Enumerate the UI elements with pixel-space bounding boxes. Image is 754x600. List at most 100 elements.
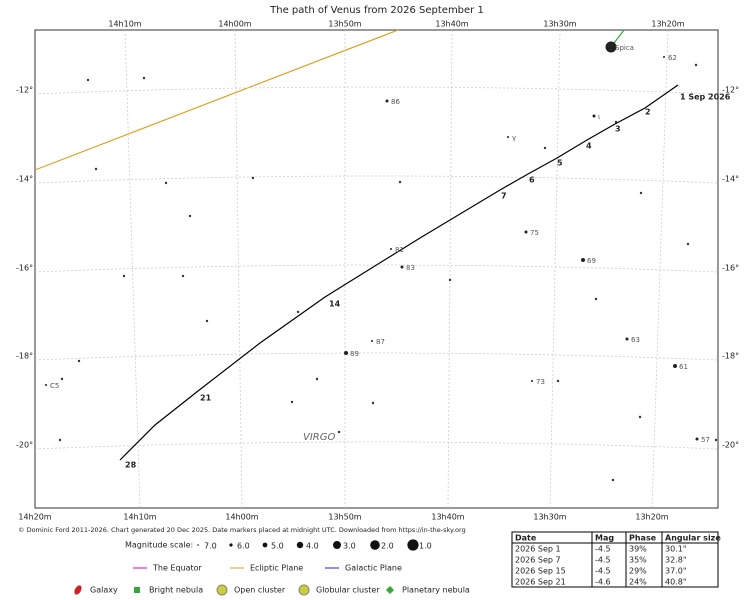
table-cell: 35% — [629, 556, 647, 565]
magnitude-dot — [333, 541, 341, 549]
dec-label-right: -12° — [722, 86, 739, 95]
planetary-key — [386, 586, 394, 594]
star — [531, 380, 533, 382]
star — [581, 258, 585, 262]
star — [205, 319, 209, 323]
star — [315, 377, 319, 381]
magnitude-scale-label: Magnitude scale: — [125, 541, 193, 550]
ra-label-bottom: 13h30m — [533, 513, 566, 522]
star — [45, 384, 47, 386]
object-legend-label: Open cluster — [234, 586, 286, 595]
magnitude-dot — [370, 540, 380, 550]
star-label: C5 — [50, 382, 59, 390]
ra-label-top: 13h40m — [435, 20, 468, 29]
magnitude-dot — [296, 541, 304, 549]
star-label: 83 — [406, 264, 415, 272]
magnitude-value: 2.0 — [381, 542, 394, 551]
star — [58, 438, 62, 442]
path-date-label: 5 — [557, 159, 563, 168]
table-header: Date — [515, 534, 537, 543]
star — [122, 274, 126, 278]
grid — [34, 29, 719, 509]
nebula-key — [134, 587, 140, 593]
ra-label-bottom: 13h40m — [431, 513, 464, 522]
magnitude-value: 3.0 — [343, 542, 356, 551]
star-label: γ — [512, 134, 516, 142]
magnitude-value: 1.0 — [419, 542, 432, 551]
ra-grid-line — [447, 29, 453, 509]
star-label: 81 — [395, 246, 404, 254]
star — [695, 437, 699, 441]
path-date-label: 21 — [200, 394, 212, 403]
star — [181, 274, 185, 278]
legend: 7.0 6.0 5.0 4.0 3.0 2.0 1.0 The Equator Ecliptic… — [74, 539, 470, 596]
star — [164, 181, 168, 185]
dec-label-right: -16° — [722, 264, 739, 273]
table-cell: 39% — [629, 545, 647, 554]
labels: -12° -12° -14° -14° -16° -16° -18° -18° -20° -20°… — [16, 20, 739, 522]
star-label: ι — [598, 113, 601, 121]
ra-label-bottom: 13h50m — [328, 513, 361, 522]
star — [556, 379, 560, 383]
magnitude-dot — [229, 543, 233, 547]
dec-grid-line — [34, 86, 719, 95]
ra-label-top: 13h30m — [543, 20, 576, 29]
star — [385, 99, 389, 103]
ra-grid-line — [234, 29, 243, 509]
table-frame — [511, 531, 719, 588]
dec-label-left: -14° — [16, 175, 33, 184]
magnitude-dot — [407, 539, 419, 551]
table-cell: 2026 Sep 15 — [515, 567, 566, 576]
ra-label-bottom: 14h00m — [225, 513, 258, 522]
path-date-label: 14 — [329, 300, 341, 309]
star — [188, 214, 192, 218]
path-date-label: 4 — [586, 142, 592, 151]
object-legend-label: Planetary nebula — [402, 586, 470, 595]
star — [507, 136, 509, 138]
table-cell: 40.8" — [665, 578, 687, 587]
ra-label-bottom: 14h20m — [18, 513, 51, 522]
path-date-label: 28 — [125, 461, 137, 470]
star — [344, 351, 348, 355]
star — [524, 230, 528, 234]
data-table: Date Mag Phase Angular size 2026 Sep 1 -4.5 39… — [511, 531, 721, 588]
star — [60, 377, 64, 381]
venus-path — [119, 84, 679, 461]
dec-grid-line — [34, 264, 719, 273]
dec-label-right: -14° — [722, 175, 739, 184]
object-legend-label: Galaxy — [90, 586, 118, 595]
path-date-label: 7 — [501, 192, 507, 201]
star — [714, 438, 718, 442]
dec-label-right: -18° — [722, 352, 739, 361]
star — [142, 76, 146, 80]
path-date-label: 3 — [615, 125, 621, 134]
star — [663, 56, 665, 58]
line-legend-label: Ecliptic Plane — [250, 564, 303, 573]
star — [686, 242, 690, 246]
star — [371, 401, 375, 405]
star — [400, 265, 404, 269]
star-label: 86 — [391, 98, 400, 106]
table-header: Mag — [595, 534, 614, 543]
credit: © Dominic Ford 2011-2026. Chart generate… — [18, 526, 466, 534]
star-label: 62 — [668, 54, 677, 62]
path-date-label: 2 — [645, 108, 651, 117]
star — [296, 310, 300, 314]
cluster-key — [216, 584, 228, 596]
star — [390, 248, 392, 250]
star — [543, 146, 547, 150]
table-cell: -4.5 — [595, 545, 611, 554]
star — [592, 114, 596, 118]
star-label: 89 — [350, 350, 359, 358]
star — [611, 478, 615, 482]
line-legend-label: The Equator — [152, 564, 203, 573]
table-cell: 29% — [629, 567, 647, 576]
ra-label-bottom: 14h10m — [123, 513, 156, 522]
table-cell: 37.0" — [665, 567, 687, 576]
dec-label-left: -16° — [16, 264, 33, 273]
star — [94, 167, 98, 171]
star — [371, 340, 373, 342]
magnitude-value: 6.0 — [237, 542, 250, 551]
star — [398, 180, 402, 184]
star-label: 57 — [701, 436, 710, 444]
